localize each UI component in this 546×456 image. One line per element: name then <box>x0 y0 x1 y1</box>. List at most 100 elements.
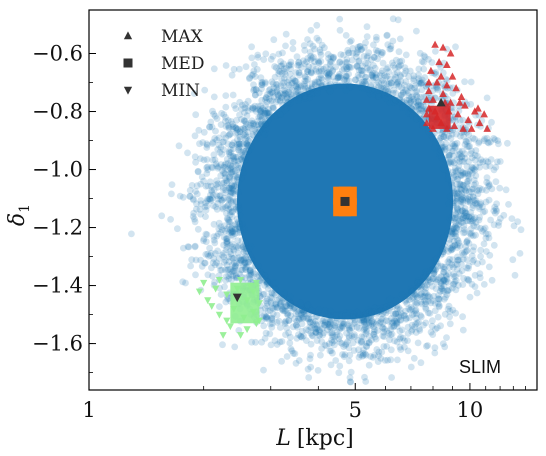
cloud-point <box>374 358 382 365</box>
cloud-point <box>297 311 305 319</box>
cloud-point <box>210 110 218 118</box>
cloud-point <box>485 234 493 242</box>
cloud-point <box>206 195 214 203</box>
cloud-point <box>345 82 353 90</box>
cloud-point <box>370 90 378 98</box>
cloud-point <box>481 135 488 143</box>
cloud-point <box>201 259 208 267</box>
cloud-point <box>404 330 412 337</box>
cloud-point <box>282 104 290 112</box>
cloud-point <box>213 205 221 213</box>
cloud-point <box>462 243 469 251</box>
cloud-point <box>230 176 238 183</box>
cloud-point <box>269 320 276 327</box>
cloud-point <box>227 185 235 193</box>
cloud-point <box>298 306 306 314</box>
cloud-point <box>341 76 349 84</box>
cloud-point <box>448 181 456 189</box>
cloud-point <box>463 143 471 151</box>
cloud-point <box>335 335 343 343</box>
cloud-point <box>281 318 289 326</box>
cloud-point <box>345 49 352 57</box>
cloud-point <box>467 215 475 223</box>
cloud-point <box>418 58 426 65</box>
cloud-point <box>457 167 464 175</box>
cloud-point <box>318 320 326 328</box>
cloud-point <box>449 224 457 232</box>
cloud-point <box>210 65 218 73</box>
cloud-point <box>343 72 350 80</box>
cloud-point <box>378 307 385 314</box>
cloud-point <box>214 180 222 188</box>
cloud-point <box>434 262 442 270</box>
cloud-point <box>231 182 239 190</box>
cloud-point <box>218 109 226 117</box>
cloud-point <box>325 70 333 78</box>
cloud-point <box>375 305 383 313</box>
cloud-point <box>267 300 275 307</box>
cloud-point <box>469 193 477 201</box>
cloud-point <box>218 180 226 187</box>
cloud-point <box>369 70 377 77</box>
cloud-point <box>463 239 471 246</box>
cloud-point <box>318 345 325 352</box>
cloud-point <box>396 94 403 102</box>
cloud-point <box>303 337 310 344</box>
cloud-point <box>227 169 235 177</box>
cloud-point <box>311 45 318 53</box>
cloud-point <box>384 307 392 315</box>
cloud-point <box>304 75 311 83</box>
cloud-point <box>372 74 380 82</box>
cloud-point <box>468 166 475 174</box>
cloud-point <box>407 363 415 371</box>
cloud-point <box>280 65 288 73</box>
cloud-point <box>454 256 461 264</box>
cloud-point <box>467 231 475 239</box>
cloud-point <box>342 340 350 348</box>
cloud-point <box>242 132 250 140</box>
cloud-point <box>317 57 325 65</box>
cloud-point <box>292 359 300 367</box>
cloud-point <box>281 87 289 95</box>
cloud-point <box>229 272 237 280</box>
cloud-point <box>258 116 266 123</box>
cloud-point <box>321 44 328 52</box>
cloud-point <box>435 295 443 303</box>
cloud-point <box>461 205 469 212</box>
cloud-point <box>191 242 199 250</box>
cloud-point <box>438 273 445 280</box>
cloud-point <box>230 153 237 161</box>
cloud-point <box>408 289 415 297</box>
cloud-point <box>376 72 384 79</box>
cloud-point <box>222 257 229 264</box>
cloud-point <box>237 174 245 182</box>
cloud-point <box>283 104 291 112</box>
cloud-point <box>452 211 460 218</box>
cloud-point <box>307 52 315 60</box>
cloud-point <box>366 308 374 315</box>
cloud-point <box>244 248 252 256</box>
cloud-point <box>255 128 263 136</box>
cloud-point <box>208 188 216 196</box>
cloud-point <box>239 140 247 148</box>
cloud-point <box>490 166 498 174</box>
cloud-point <box>448 261 456 268</box>
cloud-point <box>336 338 344 346</box>
min-region-point <box>215 276 224 284</box>
min-region-point <box>215 311 224 319</box>
cloud-point <box>325 320 333 328</box>
cloud-point <box>362 330 370 338</box>
cloud-point <box>418 115 426 123</box>
cloud-point <box>332 357 340 364</box>
cloud-point <box>469 134 477 142</box>
cloud-point <box>222 298 230 306</box>
cloud-point <box>442 134 450 142</box>
cloud-point <box>234 129 242 137</box>
cloud-point <box>292 77 300 85</box>
cloud-point <box>463 217 470 225</box>
cloud-point <box>410 354 418 362</box>
cloud-point <box>408 305 416 313</box>
max-region-point <box>446 98 455 106</box>
cloud-point <box>454 205 461 213</box>
cloud-point <box>243 248 250 255</box>
